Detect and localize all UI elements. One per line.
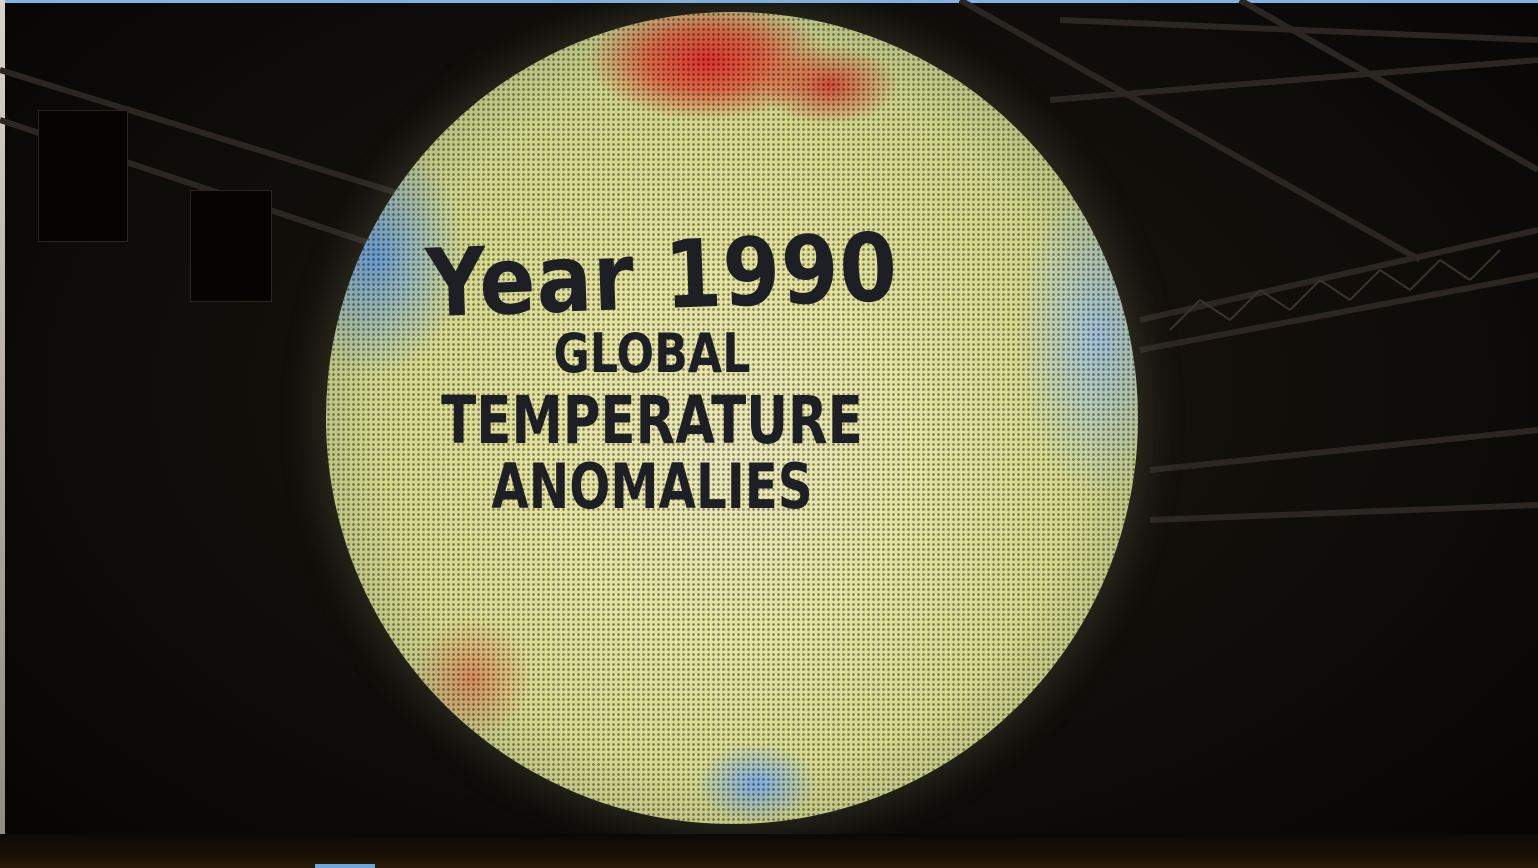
bottom-floor-strip [0, 834, 1538, 868]
globe-title-line-1: GLOBAL [553, 322, 751, 385]
globe-title-line-2: TEMPERATURE [441, 382, 863, 459]
stage-light-left-2 [190, 190, 272, 302]
stage-light-left [38, 110, 128, 242]
left-edge-strip [0, 0, 5, 868]
globe-title-line-3: ANOMALIES [491, 450, 813, 523]
top-edge-bar [0, 0, 1538, 3]
bottom-blue-mark [315, 864, 375, 868]
led-globe: Year 1990 GLOBAL TEMPERATURE ANOMALIES [326, 12, 1138, 824]
